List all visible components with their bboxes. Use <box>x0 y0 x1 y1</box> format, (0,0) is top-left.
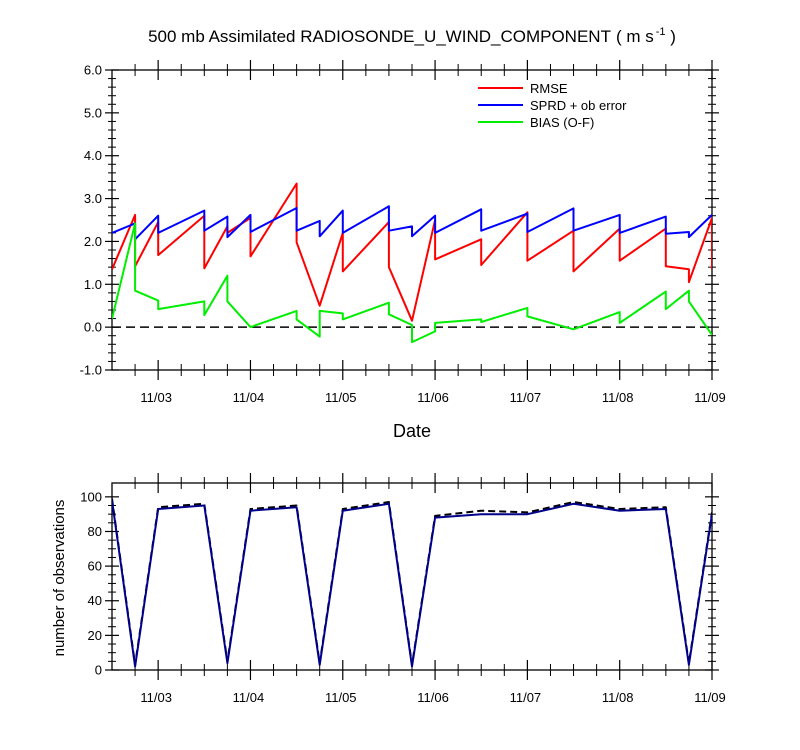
chart-title-units-close: ) <box>666 27 676 46</box>
x-tick-label: 11/03 <box>140 390 172 405</box>
y-tick-label: 6.0 <box>84 63 102 78</box>
chart-title: 500 mb Assimilated RADIOSONDE_U_WIND_COM… <box>148 26 676 46</box>
x-tick-label: 11/04 <box>233 690 265 705</box>
x-tick-label: 11/03 <box>140 690 172 705</box>
x-tick-label: 11/06 <box>417 390 449 405</box>
x-tick-label: 11/07 <box>510 390 542 405</box>
x-tick-label: 11/08 <box>602 390 634 405</box>
legend-label: SPRD + ob error <box>530 98 627 113</box>
y-axis-label-observations: number of observations <box>51 500 68 657</box>
y-tick-label: 4.0 <box>84 148 102 163</box>
series-line-sprd-ob-error <box>112 205 712 241</box>
y-tick-label: 100 <box>80 489 102 504</box>
chart-title-units: ( m s <box>616 27 654 46</box>
legend-label: BIAS (O-F) <box>530 115 594 130</box>
series-line-bias-o-f <box>112 222 712 344</box>
chart-title-text: 500 mb Assimilated RADIOSONDE_U_WIND_COM… <box>148 27 611 46</box>
y-tick-label: 20 <box>88 628 102 643</box>
x-tick-label: 11/08 <box>602 690 634 705</box>
chart-title-units-exponent: -1 <box>656 26 666 38</box>
y-tick-label: -1.0 <box>80 363 102 378</box>
x-tick-label: 11/09 <box>694 390 726 405</box>
y-tick-label: 80 <box>88 524 102 539</box>
observation-count-plot: 0 20 40 60 80 100 11/03 11/04 11/05 11/06 11/07 11/… <box>80 473 726 705</box>
y-tick-label: 3.0 <box>84 191 102 206</box>
y-tick-label: 1.0 <box>84 277 102 292</box>
y-tick-label: 2.0 <box>84 234 102 249</box>
x-tick-label: 11/07 <box>510 690 542 705</box>
y-tick-label: 0 <box>95 663 102 678</box>
series-line-rmse <box>112 182 712 322</box>
y-tick-label: 0.0 <box>84 320 102 335</box>
rmse-spread-bias-plot: -1.0 0.0 1.0 2.0 3.0 4.0 5.0 6.0 11/03 11/04 11/05… <box>80 60 726 405</box>
x-tick-label: 11/05 <box>325 390 357 405</box>
series-line-used <box>112 500 712 668</box>
y-tick-label: 40 <box>88 593 102 608</box>
series-line-possible <box>112 498 712 666</box>
legend-label: RMSE <box>530 81 568 96</box>
x-tick-label: 11/06 <box>417 690 449 705</box>
x-tick-label: 11/04 <box>233 390 265 405</box>
y-tick-label: 60 <box>88 559 102 574</box>
x-tick-label: 11/09 <box>694 690 726 705</box>
y-tick-label: 5.0 <box>84 105 102 120</box>
x-tick-label: 11/05 <box>325 690 357 705</box>
x-axis-label: Date <box>393 421 431 441</box>
